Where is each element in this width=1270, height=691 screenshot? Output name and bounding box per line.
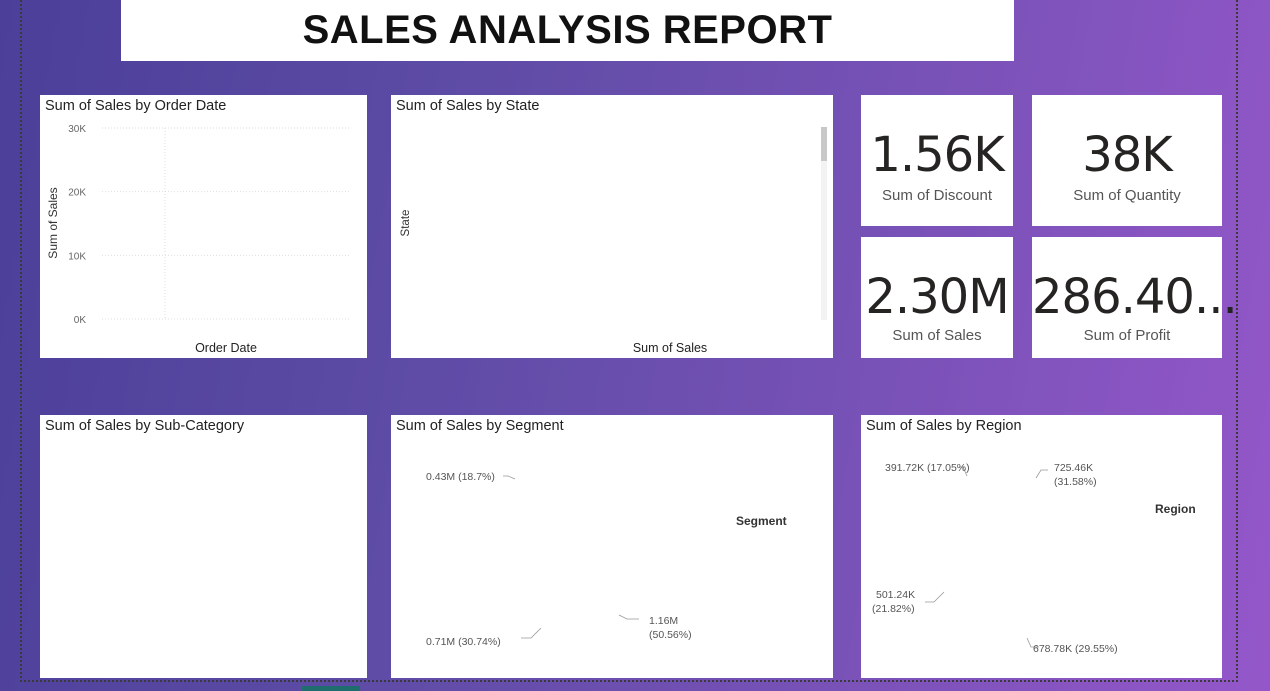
subcategory-panel[interactable]: Sum of Sales by Sub-Category — [40, 415, 367, 678]
region-legend-title: Region — [1155, 502, 1196, 516]
region-leader-central — [925, 591, 945, 603]
segment-label-consumer-pct: (50.56%) — [649, 629, 692, 641]
kpi-sales-label: Sum of Sales — [892, 327, 982, 344]
region-label-east: 678.78K (29.55%) — [1033, 643, 1118, 655]
segment-leader-homeoffice — [503, 475, 516, 480]
segment-label-homeoffice: 0.43M (18.7%) — [426, 471, 495, 483]
order-date-xlabel: Order Date — [195, 341, 257, 355]
segment-chart[interactable]: 1.16M (50.56%) 0.71M (30.74%) 0.43M (18.… — [391, 415, 833, 678]
region-leader-south — [959, 466, 968, 477]
kpi-discount-value: 1.56K — [870, 127, 1004, 183]
segment-legend-title: Segment — [736, 514, 787, 528]
segment-title: Sum of Sales by Segment — [396, 418, 564, 434]
region-label-central-pct: (21.82%) — [872, 603, 915, 615]
kpi-card-quantity[interactable]: 38K Sum of Quantity — [1032, 95, 1222, 226]
segment-label-corporate: 0.71M (30.74%) — [426, 636, 501, 648]
region-label-west-value: 725.46K — [1054, 462, 1093, 474]
order-date-panel[interactable]: Sum of Sales by Order Date 0K 10K 20K 30K S… — [40, 95, 367, 358]
order-date-ytick: 30K — [68, 124, 86, 135]
state-xlabel: Sum of Sales — [633, 341, 707, 355]
subcategory-chart[interactable] — [40, 415, 367, 678]
state-panel[interactable]: Sum of Sales by State State Sum of Sales — [391, 95, 833, 358]
order-date-chart[interactable]: 0K 10K 20K 30K Sum of Sales Order Date — [40, 95, 367, 358]
region-title: Sum of Sales by Region — [866, 418, 1022, 434]
kpi-card-profit[interactable]: 286.40... Sum of Profit — [1032, 237, 1238, 358]
report-title: SALES ANALYSIS REPORT — [302, 8, 833, 52]
kpi-sales-value: 2.30M — [865, 269, 1009, 325]
kpi-quantity-label: Sum of Quantity — [1073, 187, 1181, 204]
order-date-ytick: 0K — [74, 315, 87, 326]
bottom-tab-strip — [302, 686, 360, 691]
state-scrollbar-thumb[interactable] — [821, 127, 827, 161]
segment-leader-consumer — [618, 614, 639, 620]
region-leader-east — [1026, 637, 1039, 648]
region-label-central-value: 501.24K — [876, 589, 915, 601]
order-date-title: Sum of Sales by Order Date — [45, 98, 227, 114]
kpi-card-discount[interactable]: 1.56K Sum of Discount — [861, 95, 1013, 226]
kpi-quantity-value: 38K — [1082, 127, 1173, 183]
order-date-ytick: 20K — [68, 188, 86, 199]
order-date-ylabel: Sum of Sales — [46, 187, 60, 258]
region-panel[interactable]: Sum of Sales by Region 725.46K (31.58%) … — [861, 415, 1222, 678]
state-chart[interactable]: State Sum of Sales — [391, 95, 833, 358]
segment-panel[interactable]: Sum of Sales by Segment 1.16M (50.56%) 0… — [391, 415, 833, 678]
kpi-card-sales[interactable]: 2.30M Sum of Sales — [861, 237, 1013, 358]
region-leader-west — [1035, 469, 1048, 479]
segment-label-consumer-value: 1.16M — [649, 615, 678, 627]
region-label-south: 391.72K (17.05%) — [885, 462, 970, 474]
state-ylabel: State — [400, 210, 412, 237]
region-label-west-pct: (31.58%) — [1054, 476, 1097, 488]
kpi-profit-value: 286.40... — [1032, 269, 1238, 325]
state-title: Sum of Sales by State — [396, 98, 540, 114]
kpi-discount-label: Sum of Discount — [881, 187, 993, 204]
subcategory-title: Sum of Sales by Sub-Category — [45, 418, 245, 434]
kpi-profit-label: Sum of Profit — [1083, 327, 1171, 344]
report-title-box: SALES ANALYSIS REPORT — [121, 0, 1014, 61]
segment-leader-corporate — [521, 627, 542, 639]
region-chart[interactable]: 725.46K (31.58%) 678.78K (29.55%) 501.24… — [861, 415, 1222, 678]
order-date-ytick: 10K — [68, 251, 86, 262]
state-scrollbar-track[interactable] — [821, 127, 827, 320]
